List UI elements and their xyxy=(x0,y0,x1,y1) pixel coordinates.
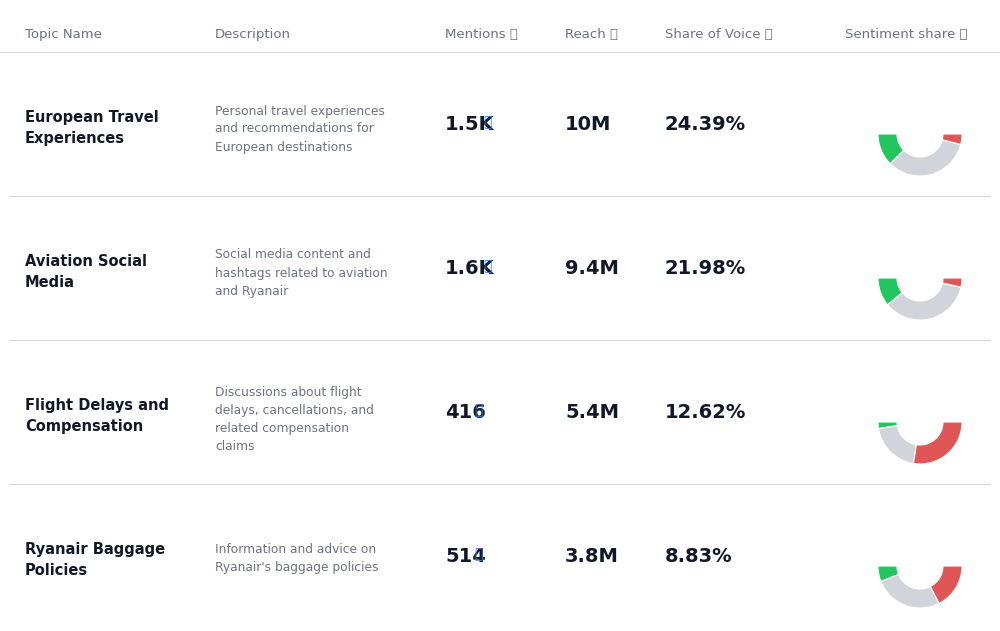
Text: Social media content and
hashtags related to aviation
and Ryanair: Social media content and hashtags relate… xyxy=(215,249,388,297)
Text: Mentions ⓘ: Mentions ⓘ xyxy=(445,28,518,41)
Text: Reach ⓘ: Reach ⓘ xyxy=(565,28,618,41)
Text: 416: 416 xyxy=(445,403,486,422)
Wedge shape xyxy=(888,283,961,320)
Text: 24.39%: 24.39% xyxy=(665,114,746,134)
Text: 8.83%: 8.83% xyxy=(665,546,733,565)
Text: Share of Voice ⓘ: Share of Voice ⓘ xyxy=(665,28,773,41)
Text: Information and advice on
Ryanair's baggage policies: Information and advice on Ryanair's bagg… xyxy=(215,543,378,574)
Wedge shape xyxy=(913,422,962,464)
Text: European Travel
Experiences: European Travel Experiences xyxy=(25,110,159,146)
Text: Sentiment share ⓘ: Sentiment share ⓘ xyxy=(845,28,968,41)
Wedge shape xyxy=(942,278,962,287)
Text: 3.8M: 3.8M xyxy=(565,546,619,565)
Text: Discussions about flight
delays, cancellations, and
related compensation
claims: Discussions about flight delays, cancell… xyxy=(215,386,374,453)
Wedge shape xyxy=(930,566,962,603)
Text: ⧉: ⧉ xyxy=(483,115,491,129)
Wedge shape xyxy=(942,134,962,144)
Text: Aviation Social
Media: Aviation Social Media xyxy=(25,254,147,290)
Text: 10M: 10M xyxy=(565,114,611,134)
Text: ⧉: ⧉ xyxy=(475,403,483,417)
Wedge shape xyxy=(878,422,897,428)
Wedge shape xyxy=(881,574,939,608)
Text: 1.5K: 1.5K xyxy=(445,114,495,134)
Text: 9.4M: 9.4M xyxy=(565,259,619,278)
Text: 514: 514 xyxy=(445,546,486,565)
Text: Description: Description xyxy=(215,28,291,41)
Text: Personal travel experiences
and recommendations for
European destinations: Personal travel experiences and recommen… xyxy=(215,105,385,153)
Wedge shape xyxy=(890,139,961,176)
Text: Ryanair Baggage
Policies: Ryanair Baggage Policies xyxy=(25,542,165,578)
Text: ⧉: ⧉ xyxy=(475,547,483,561)
Text: ⧉: ⧉ xyxy=(483,259,491,273)
Text: 5.4M: 5.4M xyxy=(565,403,619,422)
Wedge shape xyxy=(878,134,904,163)
Text: 21.98%: 21.98% xyxy=(665,259,746,278)
Text: Flight Delays and
Compensation: Flight Delays and Compensation xyxy=(25,398,169,434)
Text: Topic Name: Topic Name xyxy=(25,28,102,41)
Wedge shape xyxy=(879,425,916,464)
Wedge shape xyxy=(878,566,899,581)
Text: 1.6K: 1.6K xyxy=(445,259,495,278)
Text: 12.62%: 12.62% xyxy=(665,403,746,422)
Wedge shape xyxy=(878,278,902,305)
